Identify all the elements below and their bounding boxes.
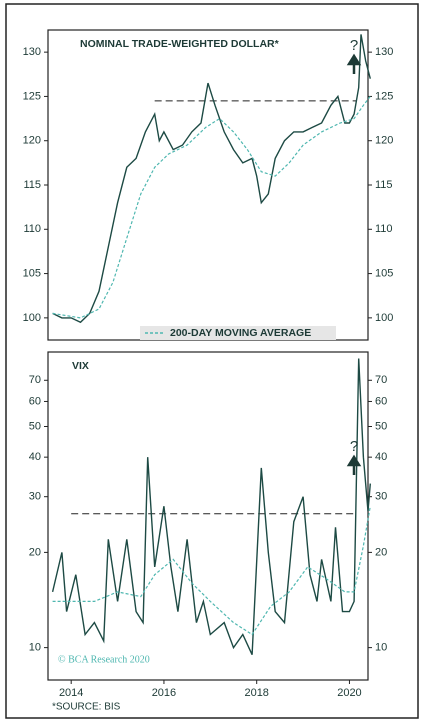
y-tick-label: 125 <box>375 90 393 102</box>
y-tick-label: 100 <box>375 312 393 324</box>
y-tick-label: 20 <box>375 546 387 558</box>
y-tick-label: 115 <box>375 179 393 191</box>
chart-title: VIX <box>72 360 89 372</box>
y-tick-label: 125 <box>23 90 41 102</box>
y-tick-label: 30 <box>375 491 387 503</box>
y-tick-label: 120 <box>23 135 41 147</box>
y-tick-label: 20 <box>29 546 41 558</box>
y-tick-label: 50 <box>29 420 41 432</box>
data-line <box>51 358 371 655</box>
copyright-note: © BCA Research 2020 <box>58 654 150 665</box>
y-tick-label: 70 <box>29 374 41 386</box>
question-mark: ? <box>350 438 358 455</box>
y-tick-label: 110 <box>23 223 41 235</box>
y-tick-label: 115 <box>23 179 41 191</box>
y-tick-label: 105 <box>23 267 41 279</box>
x-tick-label: 2020 <box>337 687 361 699</box>
y-tick-label: 10 <box>375 642 387 654</box>
x-tick-label: 2014 <box>59 687 83 699</box>
y-tick-label: 70 <box>375 374 387 386</box>
chart-title: NOMINAL TRADE-WEIGHTED DOLLAR* <box>80 38 280 50</box>
moving-average-line <box>52 506 371 636</box>
y-tick-label: 10 <box>29 642 41 654</box>
y-tick-label: 105 <box>375 267 393 279</box>
source-note: *SOURCE: BIS <box>52 702 121 713</box>
y-tick-label: 100 <box>23 312 41 324</box>
y-tick-label: 60 <box>375 395 387 407</box>
y-tick-label: 130 <box>375 46 393 58</box>
y-tick-label: 120 <box>375 135 393 147</box>
y-tick-label: 110 <box>375 223 393 235</box>
plot-frame <box>47 29 369 341</box>
y-tick-label: 40 <box>375 451 387 463</box>
legend-box <box>140 326 336 340</box>
moving-average-line <box>52 96 371 319</box>
y-tick-label: 50 <box>375 420 387 432</box>
y-tick-label: 130 <box>23 46 41 58</box>
outer-frame <box>5 3 419 719</box>
data-line <box>52 34 371 324</box>
legend-label: 200-DAY MOVING AVERAGE <box>170 327 311 339</box>
x-tick-label: 2016 <box>152 687 176 699</box>
y-tick-label: 40 <box>29 451 41 463</box>
up-arrow <box>346 454 362 475</box>
up-arrow <box>346 53 362 74</box>
question-mark: ? <box>350 37 358 54</box>
x-tick-label: 2018 <box>244 687 268 699</box>
y-tick-label: 30 <box>29 491 41 503</box>
plot-frame <box>47 351 369 681</box>
y-tick-label: 60 <box>29 395 41 407</box>
